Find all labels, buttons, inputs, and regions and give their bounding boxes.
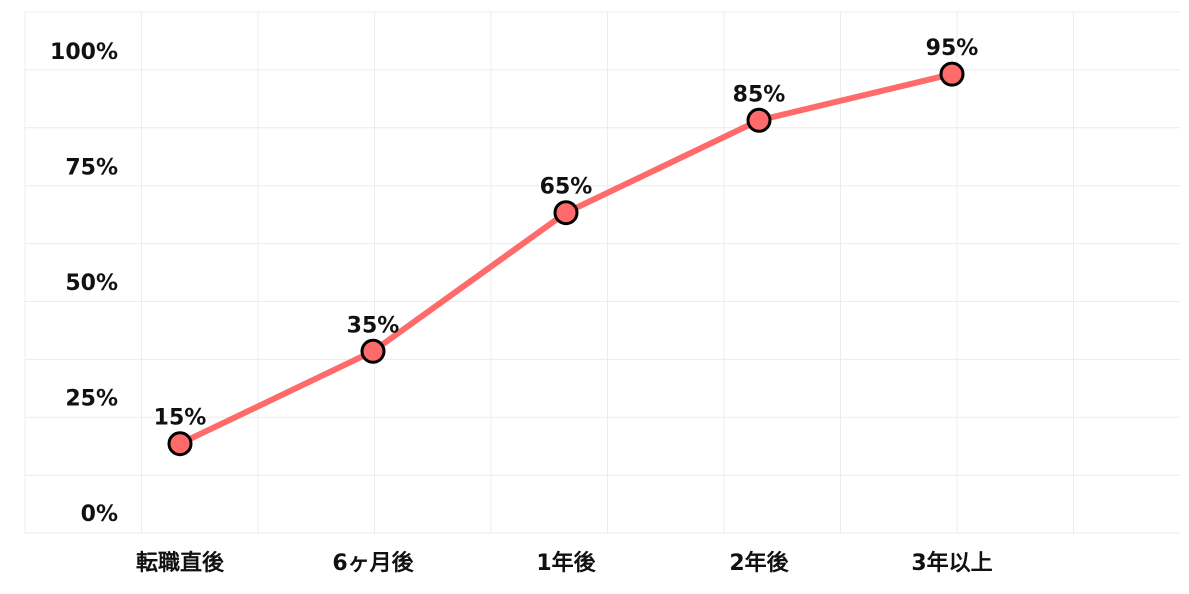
data-label: 65% bbox=[540, 175, 593, 200]
series bbox=[177, 71, 955, 447]
x-tick-label: 1年後 bbox=[536, 550, 596, 576]
y-tick-label: 75% bbox=[65, 156, 118, 181]
x-tick-label: 転職直後 bbox=[136, 550, 225, 576]
series-line bbox=[177, 71, 955, 447]
grid bbox=[24, 11, 1180, 534]
data-points bbox=[167, 61, 965, 457]
y-tick-label: 50% bbox=[65, 271, 118, 296]
data-labels: 15% 35% 65% 85% 95% bbox=[154, 36, 979, 431]
x-axis-tick-labels: 転職直後 6ヶ月後 1年後 2年後 3年以上 bbox=[136, 550, 993, 576]
x-tick-label: 6ヶ月後 bbox=[332, 550, 414, 576]
data-label: 85% bbox=[733, 82, 786, 107]
data-label: 15% bbox=[154, 406, 207, 431]
data-label: 95% bbox=[926, 36, 979, 61]
data-label: 35% bbox=[347, 313, 400, 338]
data-point bbox=[360, 338, 386, 364]
data-point bbox=[939, 61, 965, 87]
y-tick-label: 25% bbox=[65, 387, 118, 412]
y-tick-label: 0% bbox=[81, 502, 118, 527]
y-tick-label: 100% bbox=[50, 40, 118, 65]
x-tick-label: 2年後 bbox=[729, 550, 789, 576]
data-point bbox=[167, 431, 193, 457]
data-point bbox=[746, 107, 772, 133]
y-axis-tick-labels: 0% 25% 50% 75% 100% bbox=[50, 40, 118, 527]
data-point bbox=[553, 200, 579, 226]
x-tick-label: 3年以上 bbox=[911, 550, 992, 576]
